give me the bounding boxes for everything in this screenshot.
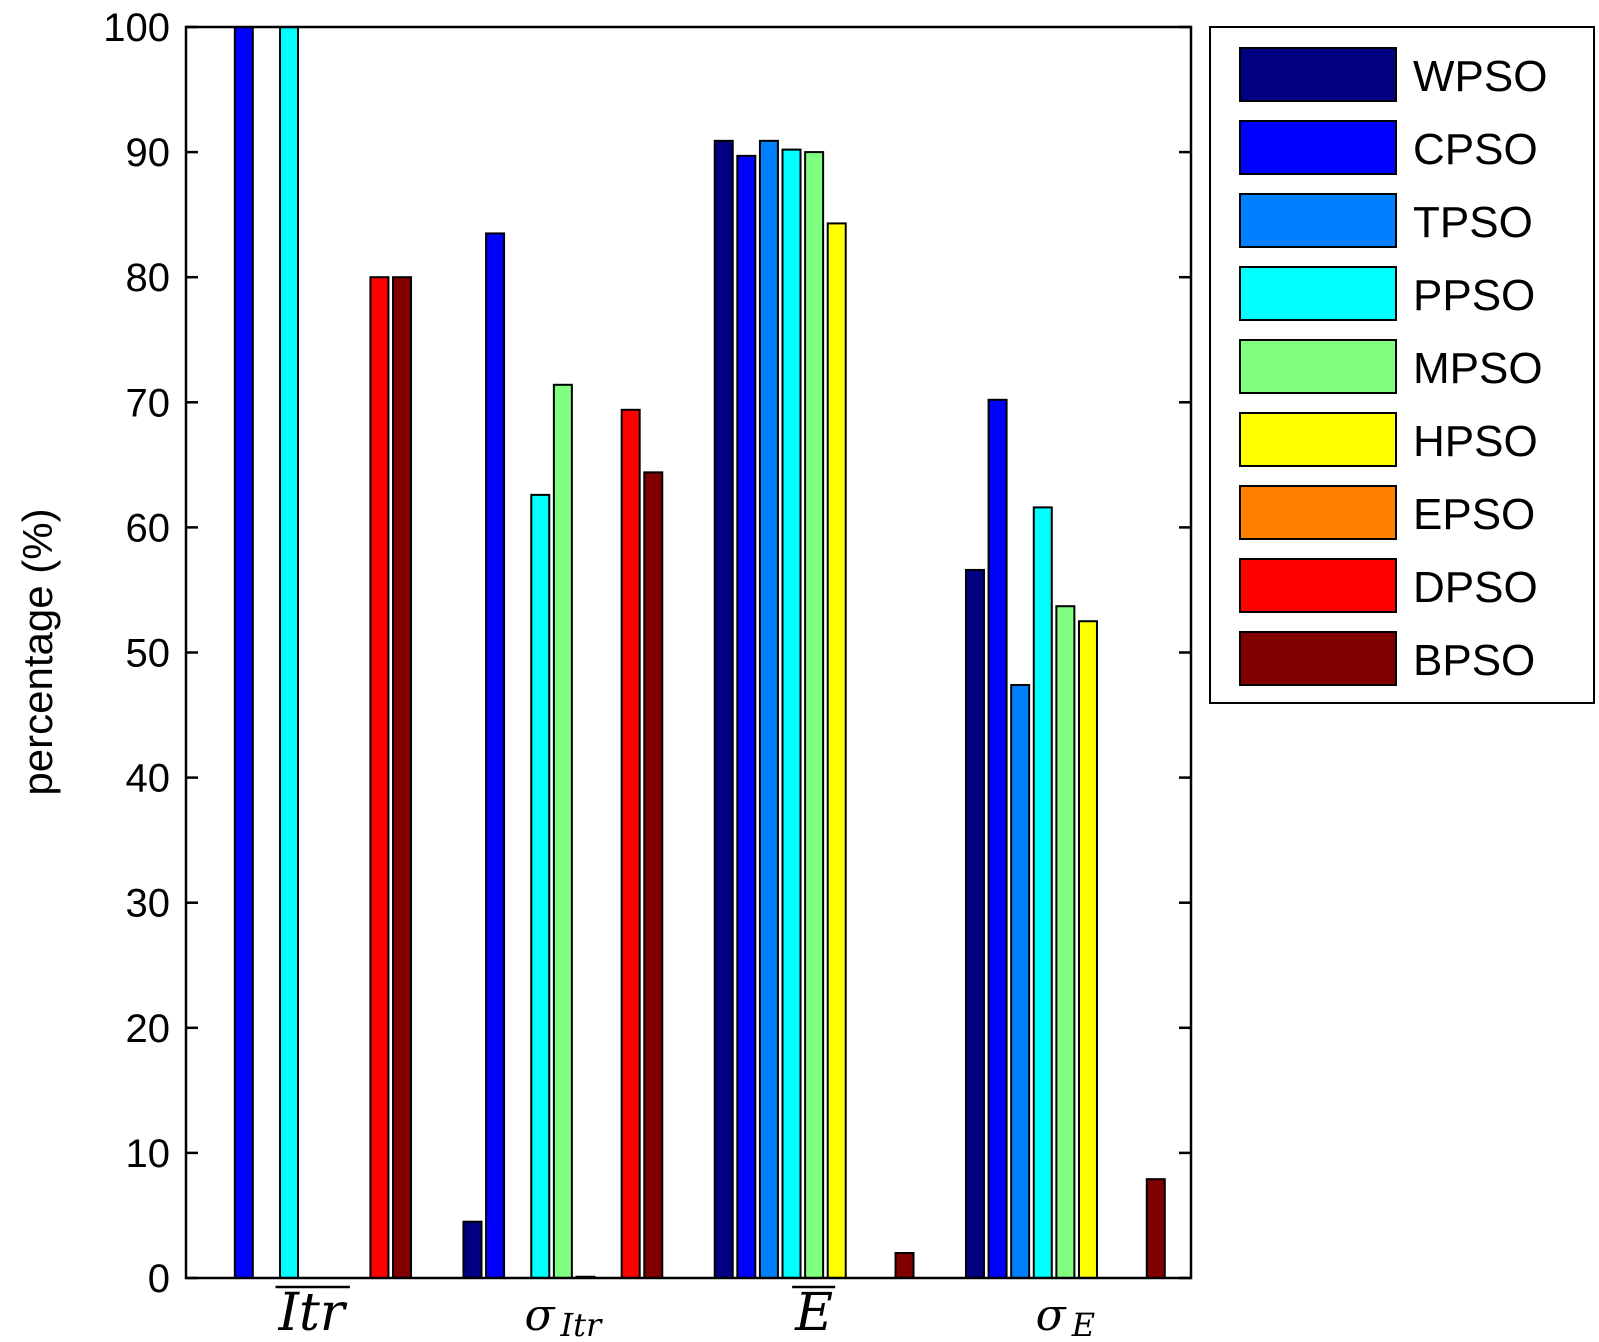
y-tick-labels: 0 10 20 30 40 50 60 70 80 90 100 (103, 6, 170, 1301)
legend-swatch-hpso (1239, 412, 1397, 467)
legend-swatch-cpso (1239, 120, 1397, 175)
y-tick-label-8: 80 (126, 256, 171, 300)
y-ticks (186, 25, 1191, 1280)
x-tick-label-text-1: σ Itr (524, 1290, 603, 1342)
legend-swatch-dpso (1239, 558, 1397, 613)
bar-tpso-2 (758, 139, 779, 1280)
bar-bpso-1 (643, 471, 664, 1279)
bar-wpso-1 (462, 1220, 483, 1279)
y-tick-label-6: 60 (126, 506, 171, 550)
legend-swatch-epso (1239, 485, 1397, 540)
bar-mpso-1 (552, 383, 573, 1279)
bar-wpso-3 (964, 568, 985, 1279)
y-tick-label-4: 40 (126, 757, 171, 801)
bar-bpso-3 (1145, 1178, 1166, 1280)
y-tick-label-1: 10 (126, 1132, 171, 1176)
bar-tpso-3 (1010, 684, 1031, 1279)
bar-bpso-0 (392, 276, 413, 1279)
legend-label-hpso: HPSO (1413, 417, 1538, 466)
legend-label-ppso: PPSO (1413, 271, 1535, 320)
bar-cpso-1 (485, 232, 506, 1279)
legend-swatch-ppso (1239, 266, 1397, 321)
y-tick-label-5: 50 (126, 632, 171, 676)
y-tick-label-10: 100 (103, 6, 170, 50)
bar-cpso-3 (987, 398, 1008, 1280)
legend-label-cpso: CPSO (1413, 125, 1538, 174)
legend-label-wpso: WPSO (1413, 52, 1547, 101)
y-tick-label-3: 30 (126, 882, 171, 926)
legend: WPSO CPSO TPSO PPSO MPSO HPSO EPSO DPSO BPSO (1209, 26, 1595, 704)
x-tick-label-2: E (792, 1283, 836, 1342)
legend-swatch-tpso (1239, 193, 1397, 248)
legend-swatch-bpso (1239, 631, 1397, 686)
x-tick-label-1: σ Itr (524, 1290, 603, 1342)
bar-ppso-1 (530, 493, 551, 1279)
legend-swatch-wpso (1239, 47, 1397, 102)
bar-hpso-3 (1077, 620, 1098, 1279)
bar-ppso-3 (1032, 506, 1053, 1280)
bar-dpso-1 (620, 408, 641, 1279)
legend-swatch-mpso (1239, 339, 1397, 394)
y-tick-label-9: 90 (126, 131, 171, 175)
legend-label-tpso: TPSO (1413, 198, 1533, 247)
legend-label-epso: EPSO (1413, 490, 1535, 539)
y-axis-label: percentage (%) (14, 508, 61, 795)
bars-layer (233, 26, 1166, 1280)
bar-ppso-0 (279, 26, 300, 1279)
bar-ppso-2 (781, 148, 802, 1279)
bar-mpso-3 (1055, 605, 1076, 1279)
bar-hpso-2 (826, 222, 847, 1280)
bar-dpso-0 (369, 276, 390, 1279)
y-tick-label-7: 70 (126, 381, 171, 425)
bar-bpso-2 (894, 1251, 915, 1279)
x-tick-label-0: Itr (275, 1283, 350, 1342)
bar-cpso-2 (736, 154, 757, 1279)
x-tick-label-text-2: E (794, 1283, 833, 1342)
y-tick-label-0: 0 (148, 1257, 170, 1301)
legend-label-mpso: MPSO (1413, 344, 1543, 393)
y-tick-label-2: 20 (126, 1007, 171, 1051)
bar-mpso-2 (804, 151, 825, 1280)
legend-label-dpso: DPSO (1413, 563, 1538, 612)
x-tick-label-text-0: Itr (277, 1283, 347, 1342)
bar-cpso-0 (233, 26, 254, 1279)
bar-wpso-2 (713, 139, 734, 1280)
legend-label-bpso: BPSO (1413, 636, 1535, 685)
